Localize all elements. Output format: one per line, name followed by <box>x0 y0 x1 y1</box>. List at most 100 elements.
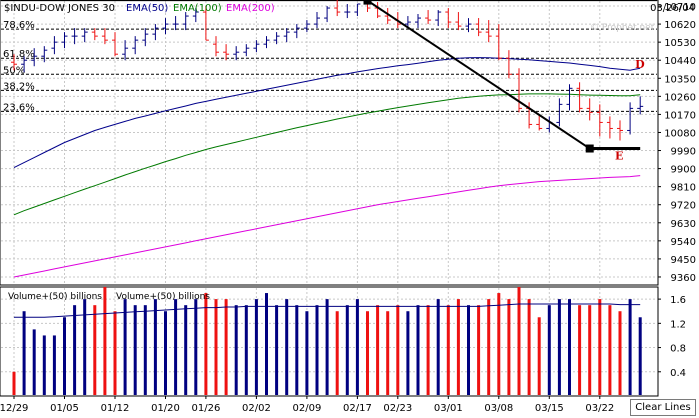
candle-46 <box>475 18 482 37</box>
candle-37 <box>384 8 391 25</box>
volume-bar-35 <box>366 311 369 395</box>
volume-bar-19 <box>204 293 208 395</box>
volume-bar-14 <box>153 299 157 395</box>
volume-bar-53 <box>547 305 551 395</box>
candle-40 <box>415 14 421 29</box>
volume-bar-21 <box>224 299 228 395</box>
volume-bar-47 <box>487 299 491 395</box>
candle-10 <box>112 32 118 57</box>
volume-bar-29 <box>305 311 309 395</box>
candle-30 <box>314 12 320 29</box>
fib-label-2: 61.8% <box>3 49 35 60</box>
volume-bar-36 <box>376 305 380 395</box>
candle-13 <box>142 28 149 47</box>
candle-11 <box>122 40 129 61</box>
xtick-label-0: 12/29 <box>0 403 28 414</box>
clear-lines-button[interactable]: Clear Lines <box>630 399 696 416</box>
candle-48 <box>495 24 502 61</box>
volume-bar-40 <box>416 305 420 395</box>
candle-44 <box>455 12 462 31</box>
xtick-label-5: 02/02 <box>242 403 271 414</box>
volume-bar-7 <box>83 299 87 395</box>
price-ytick-label-7: 10080 <box>664 128 696 139</box>
volume-label-1: Volume+(50) billions <box>8 292 102 302</box>
candle-57 <box>586 98 593 121</box>
candle-21 <box>223 44 230 61</box>
fib-label-4: 38.2% <box>3 81 35 92</box>
candle-39 <box>404 16 411 29</box>
xtick-label-12: 03/22 <box>585 403 614 414</box>
candle-62 <box>637 96 644 115</box>
price-ytick-label-13: 9540 <box>671 237 696 248</box>
candle-31 <box>324 6 331 23</box>
candle-23 <box>243 44 250 57</box>
volume-ytick-label-3: 1.6 <box>670 295 686 306</box>
xtick-label-10: 03/08 <box>484 403 513 414</box>
volume-bar-43 <box>446 305 450 395</box>
legend-ema50: EMA(50) <box>126 3 168 14</box>
candle-32 <box>334 0 341 17</box>
price-ytick-label-8: 9990 <box>671 147 696 158</box>
candle-18 <box>192 8 199 23</box>
volume-bar-6 <box>73 305 77 395</box>
candle-54 <box>556 98 563 127</box>
candle-50 <box>516 68 522 113</box>
grid <box>1 1 657 395</box>
ema-line-1 <box>13 93 641 216</box>
volume-bar-33 <box>345 305 349 395</box>
candle-56 <box>576 82 583 113</box>
candle-42 <box>435 10 442 27</box>
watermark: © Prophet.net <box>590 23 655 33</box>
ema-line-0 <box>13 57 641 169</box>
candle-14 <box>152 24 159 41</box>
candle-16 <box>172 16 179 31</box>
fib-levels: 100% 78.6% 61.8% 50% 38.2% 23.6% <box>1 0 657 113</box>
chart-title: $INDU-DOW JONES 30 <box>4 3 115 14</box>
candle-33 <box>344 4 351 19</box>
candle-22 <box>233 46 240 61</box>
legend-ema100: EMA(100) <box>173 3 222 14</box>
volume-bar-10 <box>113 311 117 395</box>
volume-bar-50 <box>517 287 521 395</box>
volume-bar-55 <box>568 299 571 395</box>
price-panel-frame <box>0 0 659 286</box>
candle-55 <box>566 84 573 111</box>
volume-header: Volume+(50) billions Volume+(50) billion… <box>8 292 210 302</box>
candle-17 <box>182 12 189 31</box>
candle-59 <box>606 116 613 139</box>
price-ytick-label-14: 9450 <box>671 255 696 266</box>
ema-line-2 <box>13 175 641 278</box>
volume-ytick-label-0: 0.4 <box>670 368 686 379</box>
volume-bar-18 <box>194 299 198 395</box>
xtick-label-6: 02/09 <box>292 403 321 414</box>
volume-bar-59 <box>608 305 612 395</box>
xtick-label-2: 01/12 <box>101 403 130 414</box>
volume-bar-38 <box>396 305 400 395</box>
candle-3 <box>41 46 48 63</box>
volume-bar-30 <box>315 305 319 395</box>
volume-bar-27 <box>285 299 289 395</box>
volume-bar-26 <box>275 305 279 395</box>
price-ytick-label-0: 10710 <box>664 2 696 13</box>
candle-4 <box>51 36 58 55</box>
price-ytick-label-5: 10260 <box>664 92 696 103</box>
trendline-handle-start <box>363 0 372 5</box>
candle-1 <box>21 56 28 73</box>
xtick-label-7: 02/17 <box>343 403 372 414</box>
xtick-label-8: 02/23 <box>383 403 412 414</box>
candle-9 <box>101 28 108 45</box>
volume-bar-58 <box>598 299 602 395</box>
volume-bar-13 <box>143 305 147 395</box>
legend-ema200: EMA(200) <box>226 3 275 14</box>
price-ytick-label-6: 10170 <box>664 110 696 121</box>
annotation-e: E <box>615 150 623 163</box>
candle-2 <box>31 48 38 67</box>
candle-49 <box>505 50 512 79</box>
annotation-d: D <box>635 58 645 71</box>
fib-label-0: 100% <box>3 0 32 3</box>
volume-bar-39 <box>406 311 410 395</box>
volume-bar-25 <box>265 293 268 395</box>
volume-bar-34 <box>355 299 359 395</box>
price-ytick-label-9: 9900 <box>671 165 696 176</box>
fib-label-1: 78.6% <box>3 20 35 31</box>
